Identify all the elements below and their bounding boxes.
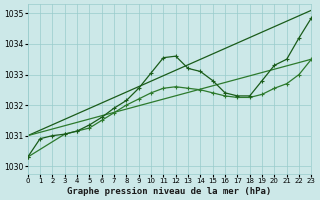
X-axis label: Graphe pression niveau de la mer (hPa): Graphe pression niveau de la mer (hPa) [68, 187, 272, 196]
